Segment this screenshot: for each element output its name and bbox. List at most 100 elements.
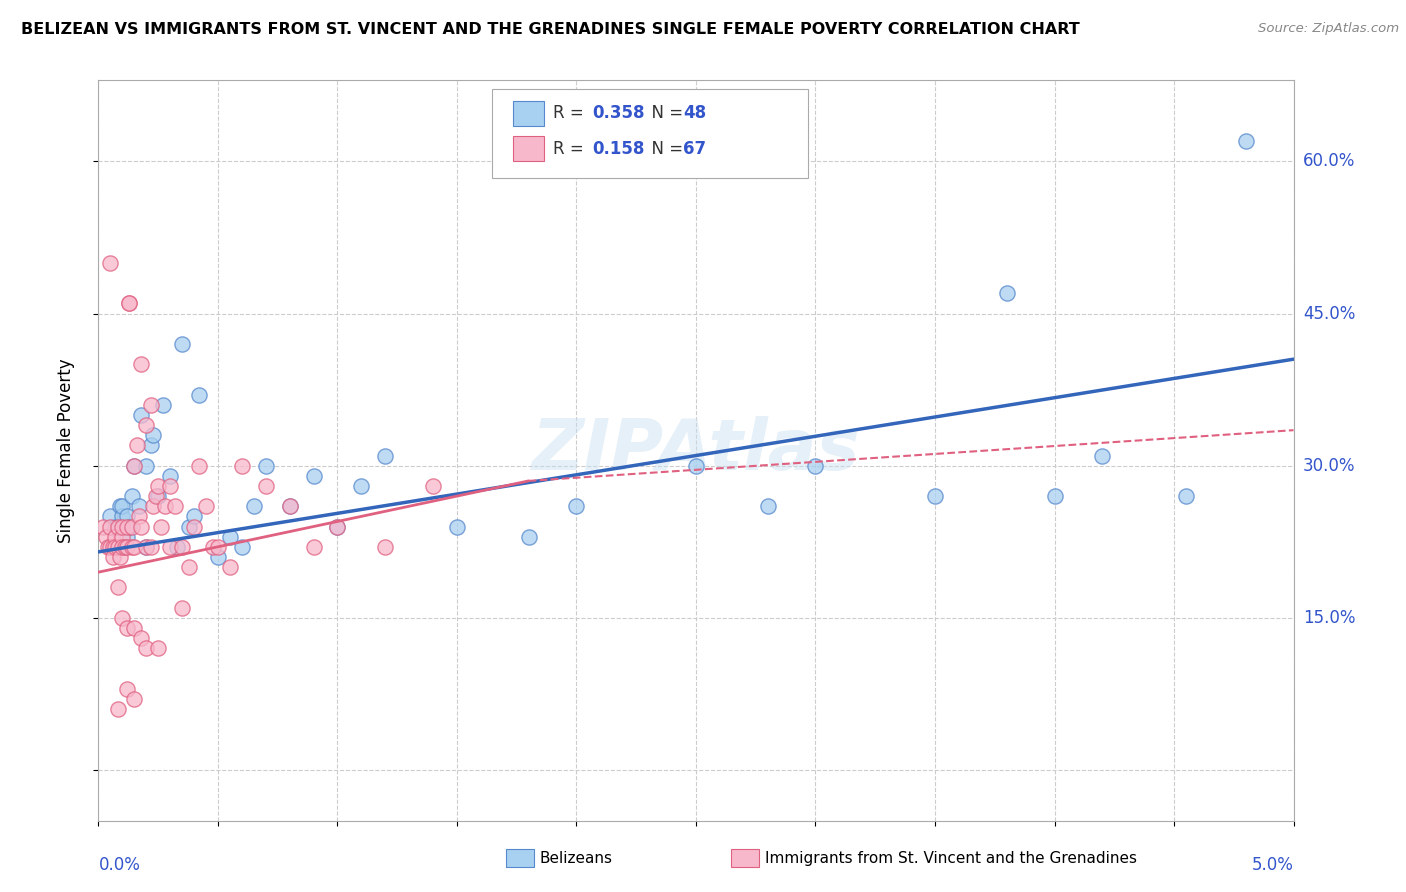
Point [924, 489, 946, 503]
Point [302, 540, 325, 554]
Point [121, 519, 143, 533]
Point [115, 519, 138, 533]
Point [148, 479, 170, 493]
Point [124, 692, 146, 706]
Point [374, 540, 396, 554]
Point [142, 500, 165, 514]
Point [91, 519, 114, 533]
Text: 45.0%: 45.0% [1303, 304, 1355, 323]
Point [111, 509, 134, 524]
Point [142, 428, 165, 442]
Point [152, 398, 174, 412]
Point [243, 500, 266, 514]
Point [231, 458, 253, 473]
Point [374, 449, 396, 463]
Point [115, 681, 138, 696]
Point [278, 500, 301, 514]
Point [202, 540, 225, 554]
Point [135, 458, 157, 473]
Point [166, 540, 188, 554]
Point [108, 549, 131, 564]
Point [107, 580, 129, 594]
Point [131, 519, 153, 533]
Point [111, 500, 134, 514]
Point [107, 519, 129, 533]
Text: Source: ZipAtlas.com: Source: ZipAtlas.com [1258, 22, 1399, 36]
Text: 48: 48 [683, 104, 706, 122]
Point [139, 540, 162, 554]
Point [195, 500, 218, 514]
Point [101, 540, 124, 554]
Point [124, 621, 146, 635]
Point [125, 438, 148, 452]
Y-axis label: Single Female Poverty: Single Female Poverty [56, 359, 75, 542]
Point [114, 540, 136, 554]
Point [183, 509, 205, 524]
Point [207, 540, 229, 554]
Point [98, 256, 122, 270]
Point [148, 641, 170, 656]
Point [104, 530, 127, 544]
Point [98, 519, 122, 533]
Point [128, 500, 150, 514]
Point [135, 418, 157, 433]
Text: N =: N = [641, 140, 689, 158]
Text: 60.0%: 60.0% [1303, 153, 1355, 170]
Point [1234, 134, 1257, 148]
Point [108, 500, 131, 514]
Point [115, 621, 138, 635]
Text: Immigrants from St. Vincent and the Grenadines: Immigrants from St. Vincent and the Gren… [765, 851, 1137, 865]
Point [326, 519, 349, 533]
Text: R =: R = [553, 140, 589, 158]
Point [159, 468, 181, 483]
Point [350, 479, 373, 493]
Point [756, 500, 779, 514]
Point [179, 560, 201, 574]
Point [179, 519, 201, 533]
Point [107, 540, 129, 554]
Point [446, 519, 468, 533]
Point [115, 509, 138, 524]
Point [172, 337, 194, 351]
Point [148, 489, 170, 503]
Text: 30.0%: 30.0% [1303, 457, 1355, 475]
Point [219, 530, 242, 544]
Text: Belizeans: Belizeans [540, 851, 613, 865]
Point [115, 530, 138, 544]
Point [131, 357, 153, 371]
Point [326, 519, 349, 533]
Point [207, 549, 229, 564]
Point [107, 519, 129, 533]
Point [118, 296, 141, 310]
Point [139, 398, 162, 412]
Point [517, 530, 540, 544]
Point [97, 540, 120, 554]
Point [155, 500, 177, 514]
Text: 15.0%: 15.0% [1303, 609, 1355, 627]
Point [149, 519, 172, 533]
Point [111, 519, 134, 533]
Point [187, 387, 209, 401]
Point [163, 500, 186, 514]
Point [111, 611, 134, 625]
Text: 5.0%: 5.0% [1251, 856, 1294, 874]
Point [254, 458, 277, 473]
Point [1043, 489, 1066, 503]
Point [135, 641, 157, 656]
Point [145, 489, 167, 503]
Point [98, 540, 122, 554]
Point [131, 408, 153, 422]
Point [107, 702, 129, 716]
Point [115, 540, 138, 554]
Point [98, 509, 122, 524]
Point [231, 540, 253, 554]
Text: 0.158: 0.158 [592, 140, 644, 158]
Point [124, 458, 146, 473]
Point [565, 500, 588, 514]
Point [187, 458, 209, 473]
Point [804, 458, 827, 473]
Point [219, 560, 242, 574]
Text: ZIPAtlas: ZIPAtlas [531, 416, 860, 485]
Point [131, 631, 153, 645]
Text: 0.358: 0.358 [592, 104, 644, 122]
